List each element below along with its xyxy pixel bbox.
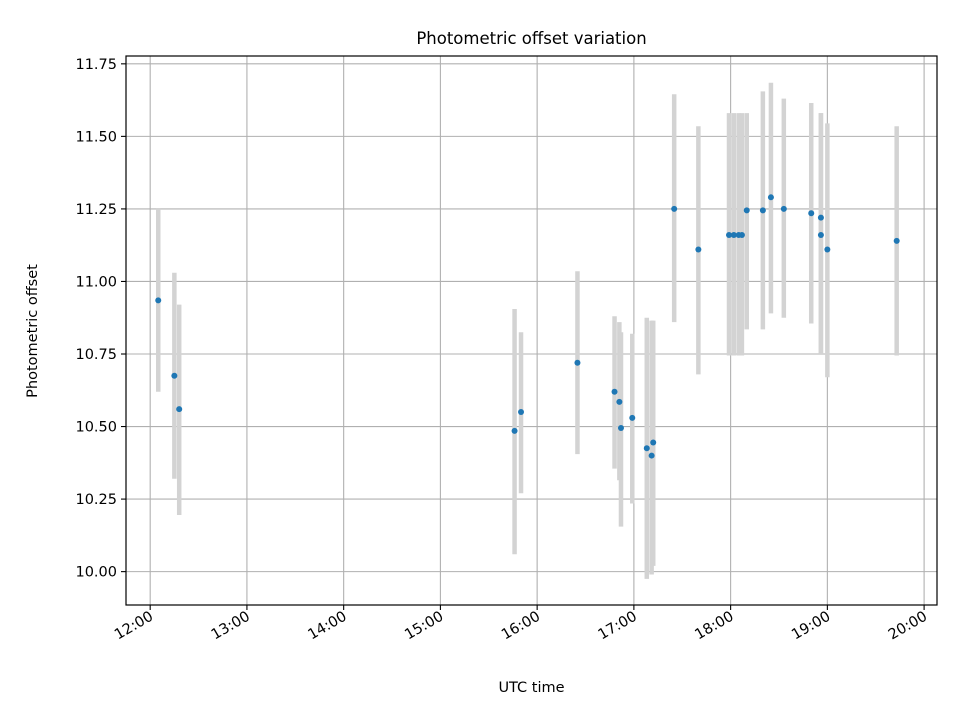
data-point — [767, 194, 774, 201]
y-tick-label: 11.25 — [75, 202, 117, 218]
y-tick-label: 10.50 — [75, 420, 117, 436]
data-point — [726, 232, 733, 239]
y-tick-label: 10.00 — [75, 565, 117, 581]
data-point — [780, 205, 787, 212]
data-point — [893, 237, 900, 244]
data-point — [817, 214, 824, 221]
y-tick-label: 11.00 — [75, 274, 117, 290]
data-point — [511, 427, 518, 434]
data-point — [730, 232, 737, 239]
data-point — [155, 297, 162, 304]
data-point — [629, 414, 636, 421]
data-point — [643, 445, 650, 452]
data-point — [824, 246, 831, 253]
data-point — [648, 452, 655, 459]
data-point — [574, 359, 581, 366]
data-point — [808, 210, 815, 217]
data-point — [695, 246, 702, 253]
data-point — [671, 205, 678, 212]
data-point — [759, 207, 766, 214]
data-point — [650, 439, 657, 446]
x-axis-label: UTC time — [498, 680, 564, 696]
data-point — [611, 388, 618, 395]
data-point — [617, 424, 624, 431]
data-point — [171, 372, 178, 379]
y-tick-label: 10.75 — [75, 347, 117, 363]
y-tick-label: 11.50 — [75, 129, 117, 145]
data-point — [743, 207, 750, 214]
data-points — [155, 194, 900, 459]
data-point — [616, 398, 623, 405]
plot-frame — [125, 55, 938, 606]
data-point — [817, 232, 824, 239]
data-point — [176, 406, 183, 413]
y-tick-label: 11.75 — [75, 57, 117, 73]
data-point — [738, 232, 745, 239]
y-tick-label: 10.25 — [75, 492, 117, 508]
data-point — [518, 409, 525, 416]
y-axis-label: Photometric offset — [25, 264, 41, 398]
y-axis-ticks: 10.00 10.25 10.50 10.75 11.00 11.25 11.50 11.75 — [75, 57, 126, 581]
chart-title: Photometric offset variation — [416, 29, 646, 48]
